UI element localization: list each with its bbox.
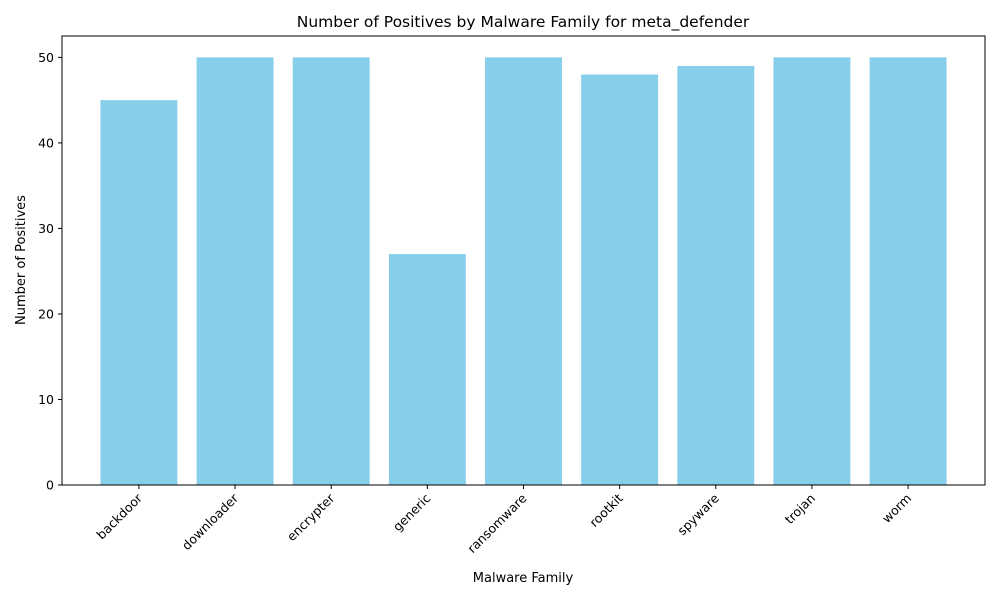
y-axis-ticks: 0 10 20 30 40 50 <box>38 50 62 493</box>
y-tick-label: 40 <box>38 135 54 150</box>
x-tick-label: worm <box>879 491 914 526</box>
y-tick-label: 50 <box>38 50 54 65</box>
x-tick-label: rootkit <box>586 490 625 529</box>
bar-ransomware <box>485 57 562 485</box>
bar-downloader <box>196 57 274 485</box>
bar-worm <box>869 57 947 485</box>
x-tick-label: ransomware <box>464 490 530 556</box>
bar-backdoor <box>100 100 178 486</box>
bars-group <box>100 57 947 486</box>
bar-encrypter <box>292 57 370 485</box>
bar-spyware <box>677 65 755 485</box>
y-tick-label: 0 <box>46 478 54 493</box>
chart-title: Number of Positives by Malware Family fo… <box>297 13 750 32</box>
x-tick-label: backdoor <box>93 490 145 542</box>
x-axis-label: Malware Family <box>473 571 574 586</box>
y-tick-label: 30 <box>38 221 54 236</box>
x-tick-label: spyware <box>674 490 722 538</box>
x-tick-label: trojan <box>782 491 818 527</box>
y-axis-label: Number of Positives <box>14 195 29 325</box>
y-tick-label: 10 <box>38 392 54 407</box>
y-tick-label: 20 <box>38 306 54 321</box>
x-axis-ticks: backdoor downloader encrypter generic ransom… <box>93 485 914 556</box>
bar-rootkit <box>581 74 659 485</box>
bar-generic <box>388 254 466 485</box>
x-tick-label: generic <box>390 490 434 534</box>
plot-frame <box>61 35 986 486</box>
x-tick-label: encrypter <box>284 490 338 544</box>
x-tick-label: downloader <box>179 490 242 553</box>
bar-trojan <box>773 57 851 485</box>
